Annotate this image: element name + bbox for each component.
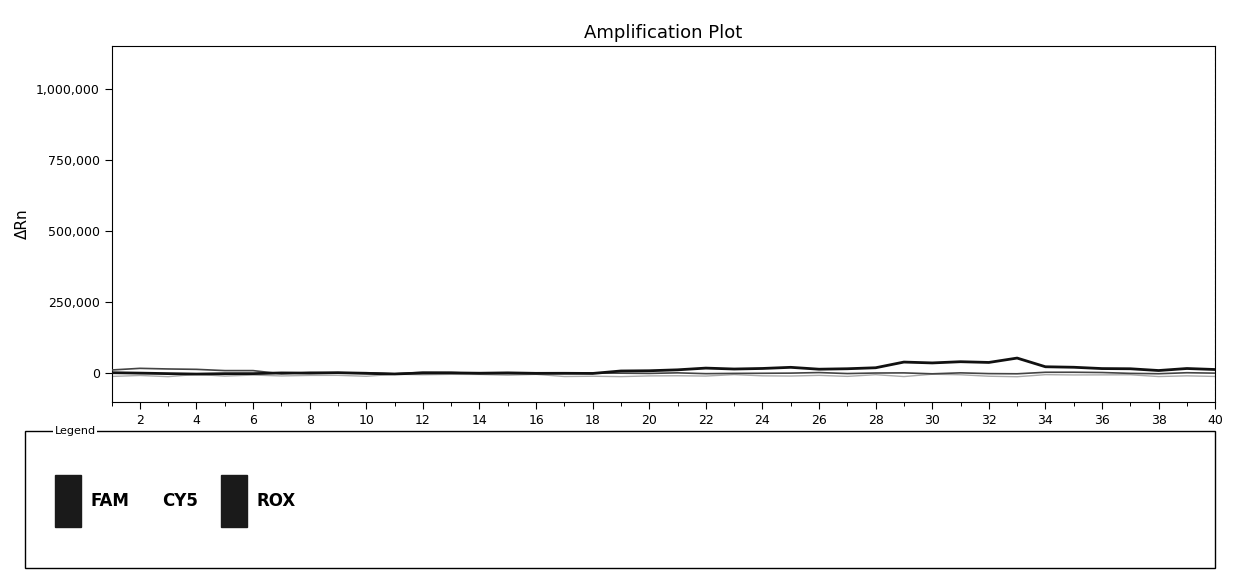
Bar <box>221 475 248 527</box>
Text: Legend: Legend <box>55 425 95 436</box>
Title: Amplification Plot: Amplification Plot <box>584 24 743 41</box>
FancyBboxPatch shape <box>25 430 1215 568</box>
Text: ROX: ROX <box>257 492 296 510</box>
X-axis label: Cycle: Cycle <box>642 432 684 447</box>
Y-axis label: ΔRn: ΔRn <box>15 208 30 239</box>
Text: FAM: FAM <box>91 492 129 510</box>
Bar <box>55 475 81 527</box>
Text: CY5: CY5 <box>161 492 197 510</box>
